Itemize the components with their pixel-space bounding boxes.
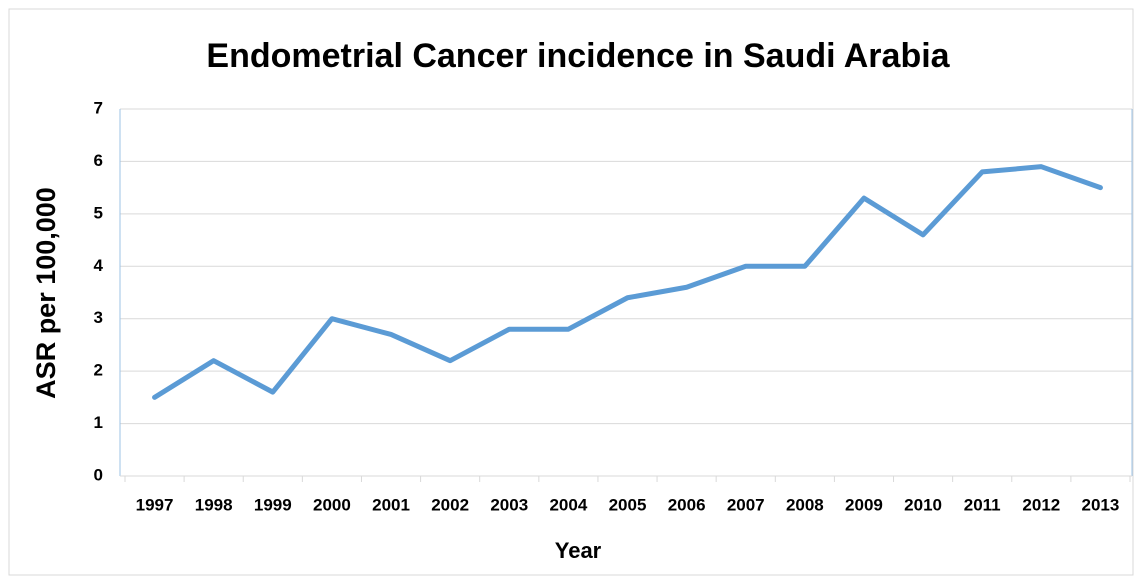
x-tick-label: 2007: [727, 495, 765, 514]
y-tick-label: 1: [94, 413, 103, 432]
x-tick-label: 2004: [549, 495, 587, 514]
y-axis-title: ASR per 100,000: [31, 187, 61, 399]
x-tick-label: 2011: [964, 495, 1001, 514]
x-tick-label: 2010: [904, 495, 942, 514]
y-tick-label: 7: [94, 98, 103, 117]
y-tick-label: 2: [94, 361, 103, 380]
chart-title: Endometrial Cancer incidence in Saudi Ar…: [206, 37, 950, 75]
y-tick-label: 3: [94, 308, 103, 327]
x-tick-label: 2006: [668, 495, 706, 514]
x-tick-label: 2003: [490, 495, 528, 514]
x-tick-label: 2013: [1082, 495, 1120, 514]
x-tick-label: 2001: [372, 495, 410, 514]
y-tick-label: 6: [94, 151, 103, 170]
y-tick-label: 0: [94, 465, 103, 484]
x-tick-label: 2000: [313, 495, 351, 514]
x-tick-label: 2008: [786, 495, 824, 514]
x-tick-label: 2009: [845, 495, 883, 514]
data-line: [152, 164, 1103, 400]
x-tick-label: 2012: [1022, 495, 1060, 514]
chart-border: [8, 8, 1134, 576]
x-tick-label: 1997: [136, 495, 174, 514]
y-tick-label: 5: [94, 203, 103, 222]
y-tick-label: 4: [94, 256, 104, 275]
x-tick-label: 1999: [254, 495, 292, 514]
x-tick-label: 2002: [431, 495, 469, 514]
x-axis-title: Year: [555, 538, 602, 563]
x-tick-label: 1998: [195, 495, 233, 514]
x-tick-label: 2005: [609, 495, 647, 514]
